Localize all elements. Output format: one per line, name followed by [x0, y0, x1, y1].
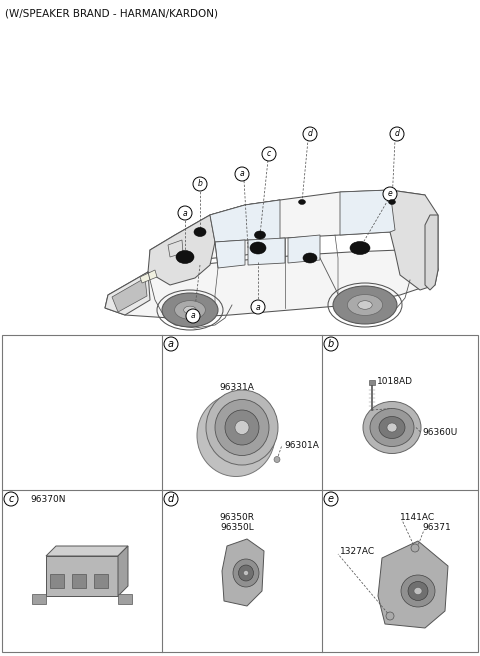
Ellipse shape	[197, 394, 275, 476]
Ellipse shape	[250, 242, 266, 254]
Polygon shape	[105, 250, 438, 318]
Ellipse shape	[387, 423, 397, 432]
Ellipse shape	[225, 410, 259, 445]
Text: a: a	[183, 209, 187, 218]
Polygon shape	[215, 240, 245, 268]
Text: 96360U: 96360U	[422, 428, 457, 437]
Circle shape	[193, 177, 207, 191]
Polygon shape	[222, 539, 264, 606]
Circle shape	[251, 300, 265, 314]
Polygon shape	[140, 270, 157, 283]
Text: 96350L: 96350L	[220, 523, 254, 533]
Polygon shape	[112, 278, 147, 312]
Polygon shape	[378, 541, 448, 628]
Text: c: c	[8, 494, 14, 504]
Text: d: d	[168, 494, 174, 504]
Ellipse shape	[215, 400, 269, 455]
Text: 1327AC: 1327AC	[340, 548, 375, 556]
Text: a: a	[168, 339, 174, 349]
Circle shape	[186, 309, 200, 323]
Circle shape	[164, 492, 178, 506]
Circle shape	[386, 612, 394, 620]
Ellipse shape	[370, 409, 414, 447]
Text: b: b	[198, 180, 203, 188]
Polygon shape	[210, 190, 430, 242]
Text: 96371: 96371	[422, 523, 451, 533]
Bar	[369, 380, 375, 385]
Ellipse shape	[184, 306, 196, 314]
Circle shape	[235, 167, 249, 181]
Ellipse shape	[358, 300, 372, 309]
Polygon shape	[150, 200, 280, 272]
Ellipse shape	[408, 581, 428, 600]
Ellipse shape	[194, 228, 206, 237]
Polygon shape	[46, 546, 128, 556]
Polygon shape	[148, 215, 215, 285]
Ellipse shape	[350, 241, 370, 255]
Text: d: d	[395, 129, 399, 138]
Circle shape	[303, 127, 317, 141]
Ellipse shape	[162, 293, 218, 327]
Text: e: e	[388, 190, 392, 199]
Circle shape	[178, 206, 192, 220]
Ellipse shape	[235, 420, 249, 434]
Text: 1018AD: 1018AD	[377, 377, 413, 386]
Ellipse shape	[299, 199, 305, 205]
Polygon shape	[32, 594, 46, 604]
Polygon shape	[288, 235, 320, 263]
Polygon shape	[118, 594, 132, 604]
Polygon shape	[168, 240, 183, 257]
Text: b: b	[328, 339, 334, 349]
Bar	[2, 335, 478, 652]
Text: c: c	[267, 150, 271, 159]
Ellipse shape	[401, 575, 435, 607]
Ellipse shape	[206, 390, 278, 465]
Text: e: e	[328, 494, 334, 504]
Ellipse shape	[333, 286, 397, 324]
Polygon shape	[248, 238, 285, 265]
Text: a: a	[256, 302, 260, 312]
Polygon shape	[390, 190, 438, 290]
Polygon shape	[72, 574, 86, 588]
Circle shape	[390, 127, 404, 141]
Circle shape	[383, 187, 397, 201]
Text: d: d	[308, 129, 312, 138]
Polygon shape	[46, 556, 118, 596]
Text: 96370N: 96370N	[30, 495, 65, 504]
Text: (W/SPEAKER BRAND - HARMAN/KARDON): (W/SPEAKER BRAND - HARMAN/KARDON)	[5, 8, 218, 18]
Ellipse shape	[363, 401, 421, 453]
Ellipse shape	[254, 231, 265, 239]
Circle shape	[4, 492, 18, 506]
Ellipse shape	[414, 588, 422, 594]
Text: 96301A: 96301A	[284, 440, 319, 449]
Ellipse shape	[239, 565, 253, 581]
Ellipse shape	[303, 253, 317, 263]
Polygon shape	[50, 574, 64, 588]
Circle shape	[411, 544, 419, 552]
Ellipse shape	[243, 571, 249, 575]
Text: 96331A: 96331A	[219, 382, 254, 392]
Circle shape	[262, 147, 276, 161]
Text: 1141AC: 1141AC	[400, 514, 435, 522]
Ellipse shape	[379, 417, 405, 438]
Circle shape	[324, 492, 338, 506]
Circle shape	[274, 457, 280, 462]
Ellipse shape	[388, 199, 396, 205]
Polygon shape	[105, 272, 150, 315]
Circle shape	[164, 337, 178, 351]
Text: a: a	[191, 312, 195, 321]
Polygon shape	[118, 546, 128, 596]
Text: a: a	[240, 169, 244, 178]
Ellipse shape	[176, 251, 194, 264]
Polygon shape	[210, 200, 280, 242]
Polygon shape	[94, 574, 108, 588]
Text: 96350R: 96350R	[219, 514, 254, 522]
Polygon shape	[425, 215, 438, 290]
Polygon shape	[340, 190, 395, 235]
Ellipse shape	[348, 295, 383, 316]
Ellipse shape	[175, 300, 205, 319]
Ellipse shape	[233, 559, 259, 587]
Circle shape	[324, 337, 338, 351]
